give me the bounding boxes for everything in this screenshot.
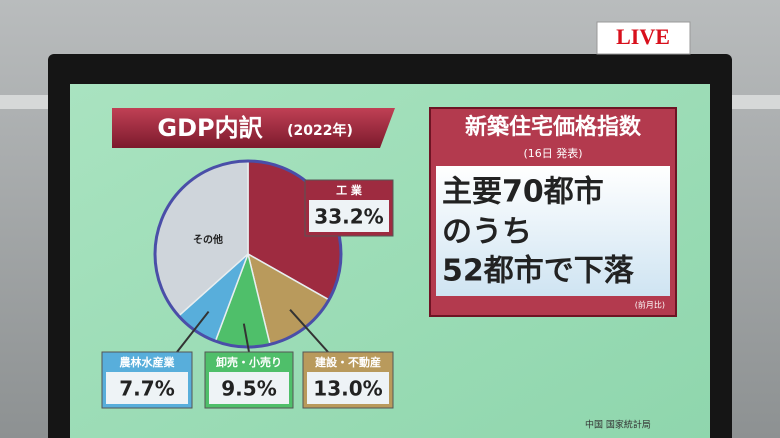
value-label: 33.2% bbox=[314, 205, 383, 229]
value-label: 13.0% bbox=[313, 377, 382, 401]
label-inner bbox=[307, 372, 389, 404]
panel-line: 52都市で下落 bbox=[442, 254, 635, 289]
value-label: 7.7% bbox=[119, 377, 174, 401]
panel-title: 新築住宅価格指数 bbox=[465, 114, 642, 140]
live-text: LIVE bbox=[616, 24, 670, 49]
live-badge bbox=[596, 21, 691, 55]
label-inner bbox=[106, 372, 188, 404]
value-label: 9.5% bbox=[221, 377, 276, 401]
source: 中国 国家統計局 bbox=[585, 419, 651, 431]
label-category: 建設・不動産 bbox=[315, 355, 381, 369]
label-category: 工 業 bbox=[336, 183, 363, 197]
label-inner bbox=[209, 372, 289, 404]
panel-line: のうち bbox=[442, 215, 532, 250]
slice-label: その他 bbox=[193, 233, 223, 246]
leader-line bbox=[242, 323, 250, 353]
panel-line: 主要70都市 bbox=[442, 175, 604, 210]
panel-subtitle: (16日 発表) bbox=[523, 146, 582, 160]
chart-title: GDP内訳 bbox=[157, 114, 263, 142]
panel-note: (前月比) bbox=[635, 300, 665, 310]
label-category: 卸売・小売り bbox=[216, 355, 282, 369]
label-inner bbox=[309, 200, 389, 232]
title-banner bbox=[112, 108, 395, 148]
leader-line bbox=[289, 308, 329, 353]
label-category: 農林水産業 bbox=[120, 355, 176, 369]
leader-line bbox=[176, 310, 210, 353]
panel-inner bbox=[436, 166, 670, 296]
chart-subtitle: (2022年) bbox=[287, 122, 353, 139]
